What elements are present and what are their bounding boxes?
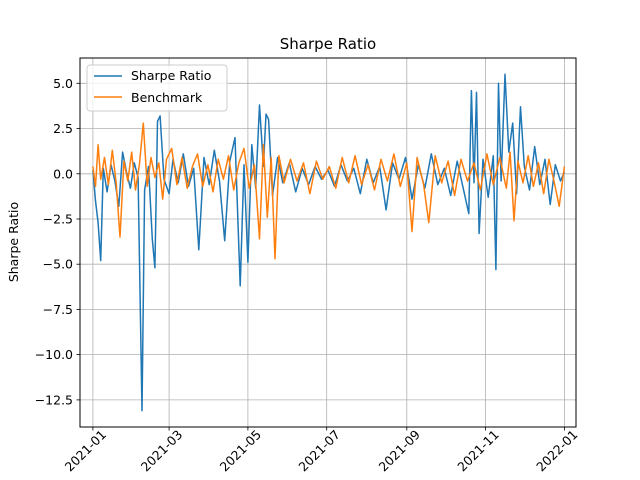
plot-frame	[79, 57, 577, 428]
y-tick-label: −10.0	[35, 347, 73, 362]
legend-label-benchmark: Benchmark	[131, 90, 203, 105]
series-line-benchmark	[92, 122, 566, 260]
legend-label-sharpe-ratio: Sharpe Ratio	[131, 68, 211, 83]
y-tick-label: 5.0	[53, 76, 73, 91]
y-tick-label: −2.5	[43, 212, 73, 227]
y-tick-label: −12.5	[35, 392, 73, 407]
chart-title: Sharpe Ratio	[280, 35, 376, 53]
series-layer	[92, 73, 566, 412]
y-tick-label: 0.0	[53, 166, 73, 181]
y-tick-label: 2.5	[53, 121, 73, 136]
legend: Sharpe Ratio Benchmark	[86, 64, 228, 112]
y-axis-label: Sharpe Ratio	[6, 202, 21, 282]
y-tick-label: −5.0	[43, 257, 73, 272]
y-tick-label: −7.5	[43, 302, 73, 317]
